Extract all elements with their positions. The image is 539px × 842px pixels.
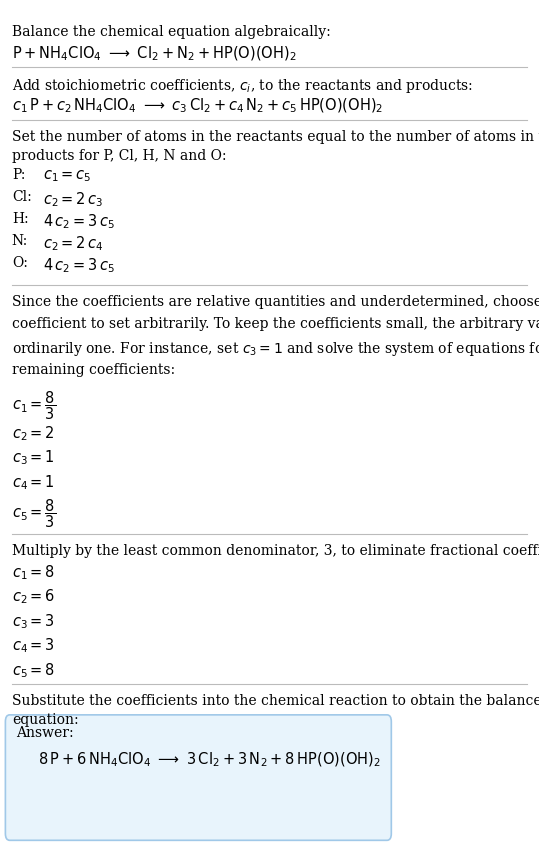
- Text: $c_4 = 1$: $c_4 = 1$: [12, 473, 54, 492]
- Text: $c_2 = 2$: $c_2 = 2$: [12, 424, 54, 443]
- Text: Answer:: Answer:: [16, 726, 74, 740]
- Text: Multiply by the least common denominator, 3, to eliminate fractional coefficient: Multiply by the least common denominator…: [12, 544, 539, 558]
- Text: Balance the chemical equation algebraically:: Balance the chemical equation algebraica…: [12, 25, 330, 40]
- Text: $c_2 = 2\,c_4$: $c_2 = 2\,c_4$: [43, 234, 103, 253]
- Text: N:: N:: [12, 234, 28, 248]
- Text: $c_1 = c_5$: $c_1 = c_5$: [43, 168, 92, 184]
- Text: O:: O:: [12, 256, 27, 270]
- Text: $4\,c_2 = 3\,c_5$: $4\,c_2 = 3\,c_5$: [43, 256, 115, 274]
- Text: coefficient to set arbitrarily. To keep the coefficients small, the arbitrary va: coefficient to set arbitrarily. To keep …: [12, 317, 539, 332]
- FancyBboxPatch shape: [5, 715, 391, 840]
- Text: P:: P:: [12, 168, 25, 183]
- Text: Add stoichiometric coefficients, $c_i$, to the reactants and products:: Add stoichiometric coefficients, $c_i$, …: [12, 77, 473, 95]
- Text: Set the number of atoms in the reactants equal to the number of atoms in the: Set the number of atoms in the reactants…: [12, 130, 539, 144]
- Text: products for P, Cl, H, N and O:: products for P, Cl, H, N and O:: [12, 149, 226, 163]
- Text: $c_5 = 8$: $c_5 = 8$: [12, 661, 55, 679]
- Text: $\mathrm{P + NH_4ClO_4 \ \longrightarrow \ Cl_2 + N_2 + HP(O)(OH)_2}$: $\mathrm{P + NH_4ClO_4 \ \longrightarrow…: [12, 45, 296, 63]
- Text: $c_1\,\mathrm{P} + c_2\,\mathrm{NH_4ClO_4}\ \longrightarrow\ c_3\,\mathrm{Cl_2} : $c_1\,\mathrm{P} + c_2\,\mathrm{NH_4ClO_…: [12, 97, 383, 115]
- Text: $c_2 = 6$: $c_2 = 6$: [12, 588, 55, 606]
- Text: Cl:: Cl:: [12, 190, 32, 205]
- Text: Since the coefficients are relative quantities and underdetermined, choose a: Since the coefficients are relative quan…: [12, 295, 539, 309]
- Text: $4\,c_2 = 3\,c_5$: $4\,c_2 = 3\,c_5$: [43, 212, 115, 231]
- Text: remaining coefficients:: remaining coefficients:: [12, 363, 175, 377]
- Text: ordinarily one. For instance, set $c_3 = 1$ and solve the system of equations fo: ordinarily one. For instance, set $c_3 =…: [12, 340, 539, 358]
- Text: $c_5 = \dfrac{8}{3}$: $c_5 = \dfrac{8}{3}$: [12, 498, 56, 530]
- Text: H:: H:: [12, 212, 29, 226]
- Text: equation:: equation:: [12, 713, 79, 727]
- Text: $c_4 = 3$: $c_4 = 3$: [12, 637, 55, 655]
- Text: $c_2 = 2\,c_3$: $c_2 = 2\,c_3$: [43, 190, 103, 209]
- Text: $c_1 = 8$: $c_1 = 8$: [12, 563, 55, 582]
- Text: $c_3 = 1$: $c_3 = 1$: [12, 449, 54, 467]
- Text: $c_1 = \dfrac{8}{3}$: $c_1 = \dfrac{8}{3}$: [12, 389, 56, 422]
- Text: $c_3 = 3$: $c_3 = 3$: [12, 612, 55, 631]
- Text: Substitute the coefficients into the chemical reaction to obtain the balanced: Substitute the coefficients into the che…: [12, 694, 539, 708]
- Text: $\mathrm{8\,P + 6\,NH_4ClO_4}\ \longrightarrow\ \mathrm{3\,Cl_2 + 3\,N_2 + 8\,HP: $\mathrm{8\,P + 6\,NH_4ClO_4}\ \longrigh…: [38, 751, 381, 770]
